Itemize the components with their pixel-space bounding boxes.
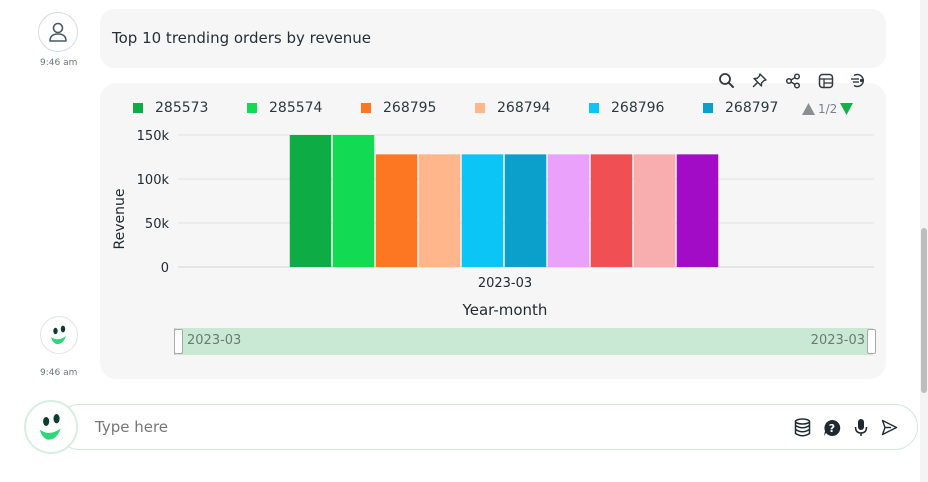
legend-label: 268795	[383, 100, 437, 116]
bar	[633, 154, 676, 267]
legend-label: 268796	[611, 100, 665, 116]
legend-item[interactable]: 285574	[247, 100, 322, 116]
bot-message-time: 9:46 am	[40, 368, 78, 378]
range-end-handle[interactable]	[867, 329, 876, 354]
legend-item[interactable]: 268796	[589, 100, 664, 116]
legend-item[interactable]: 268797	[703, 100, 778, 116]
search-icon	[719, 73, 734, 88]
message-input[interactable]	[93, 417, 697, 437]
input-actions: ?	[793, 417, 899, 438]
help-icon: ?	[823, 419, 840, 436]
date-range-slider[interactable]: 2023-03 2023-03	[174, 328, 876, 355]
page-up-icon[interactable]	[802, 103, 815, 115]
legend-label: 268794	[497, 100, 551, 116]
page-scrollbar[interactable]	[920, 0, 928, 482]
bot-face-icon	[39, 413, 61, 440]
y-axis-title: Revenue	[112, 189, 128, 250]
x-axis-title: Year-month	[462, 301, 548, 319]
pin-icon	[752, 73, 767, 88]
zoom-button[interactable]	[716, 70, 737, 91]
legend-item[interactable]: 285573	[133, 100, 208, 116]
range-start-label: 2023-03	[187, 333, 242, 348]
legend-swatch	[361, 103, 371, 113]
revenue-bar-chart: 0 50k 100k 150k 2023-03 Year-month Revenue	[112, 129, 874, 319]
legend-swatch	[589, 103, 599, 113]
user-avatar	[38, 12, 78, 52]
bar	[289, 135, 332, 267]
share-icon	[785, 72, 800, 89]
y-tick-label: 0	[161, 261, 169, 276]
legend-page-indicator: 1/2	[818, 102, 838, 116]
send-button[interactable]	[880, 417, 899, 438]
table-icon	[818, 73, 833, 88]
legend-item[interactable]: 268794	[475, 100, 550, 116]
svg-text:?: ?	[828, 422, 834, 435]
y-tick-label: 150k	[137, 129, 170, 144]
legend-item[interactable]: 268795	[361, 100, 436, 116]
legend-swatch	[133, 103, 143, 113]
user-message-bubble: Top 10 trending orders by revenue	[100, 9, 886, 68]
microphone-icon	[854, 419, 867, 436]
legend-swatch	[247, 103, 257, 113]
legend-label: 268797	[725, 100, 779, 116]
bar	[461, 154, 504, 267]
bar	[504, 154, 547, 267]
send-icon	[881, 419, 898, 436]
voice-button[interactable]	[851, 417, 870, 438]
legend-label: 285573	[155, 100, 209, 116]
assistant-launcher-avatar[interactable]	[24, 400, 78, 454]
legend-swatch	[703, 103, 713, 113]
bar	[676, 154, 719, 267]
explain-query-button[interactable]	[848, 70, 869, 91]
database-button[interactable]	[793, 417, 812, 438]
user-icon	[49, 22, 67, 42]
legend-label: 285574	[269, 100, 323, 116]
range-end-label: 2023-03	[810, 333, 865, 348]
user-message-time: 9:46 am	[40, 58, 78, 68]
x-tick-label: 2023-03	[478, 276, 532, 291]
bar	[418, 154, 461, 267]
database-icon	[794, 418, 811, 437]
bar	[547, 154, 590, 267]
y-tick-label: 100k	[137, 173, 170, 188]
bar	[590, 154, 633, 267]
legend-pager: 1/2	[802, 102, 854, 116]
help-button[interactable]: ?	[822, 417, 841, 438]
bot-avatar	[40, 316, 78, 354]
user-message-text: Top 10 trending orders by revenue	[112, 29, 372, 47]
chart-toolbar	[716, 70, 869, 91]
pin-button[interactable]	[749, 70, 770, 91]
table-view-button[interactable]	[815, 70, 836, 91]
bot-face-icon	[51, 325, 66, 345]
page-down-icon[interactable]	[840, 103, 854, 115]
legend-swatch	[475, 103, 485, 113]
range-start-handle[interactable]	[174, 329, 183, 354]
bar	[332, 135, 375, 267]
y-tick-label: 50k	[145, 217, 170, 232]
sql-icon	[851, 73, 864, 88]
chat-input-bar: ?	[56, 404, 918, 450]
share-button[interactable]	[782, 70, 803, 91]
bar	[375, 154, 418, 267]
scrollbar-thumb[interactable]	[921, 228, 927, 393]
